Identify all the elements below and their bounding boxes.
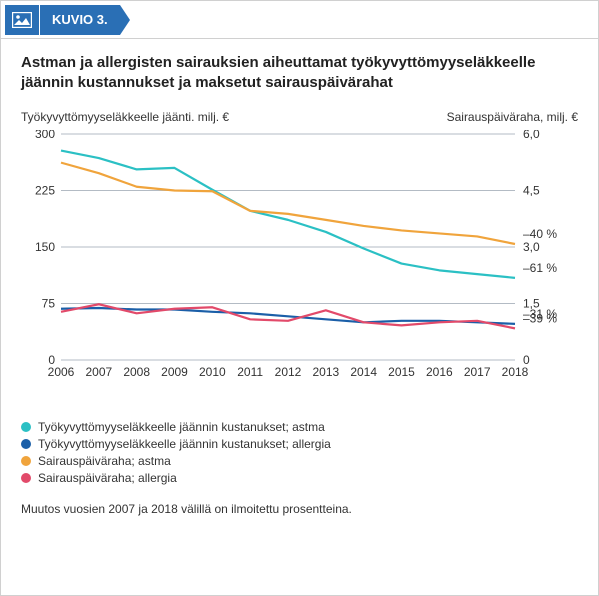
svg-text:2011: 2011 [237, 365, 263, 379]
svg-text:2009: 2009 [161, 365, 188, 379]
svg-text:300: 300 [35, 130, 55, 141]
legend-item: Sairauspäiväraha; allergia [21, 471, 578, 485]
legend: Työkyvyttömyyseläkkeelle jäännin kustanu… [1, 408, 598, 492]
header-bar: KUVIO 3. [1, 1, 598, 39]
svg-text:–61 %: –61 % [523, 260, 557, 274]
legend-dot [21, 439, 31, 449]
legend-item: Sairauspäiväraha; astma [21, 454, 578, 468]
svg-text:6,0: 6,0 [523, 130, 540, 141]
svg-text:150: 150 [35, 240, 55, 254]
svg-text:75: 75 [42, 296, 56, 310]
legend-item: Työkyvyttömyyseläkkeelle jäännin kustanu… [21, 437, 578, 451]
svg-text:2006: 2006 [48, 365, 75, 379]
svg-text:2008: 2008 [123, 365, 150, 379]
svg-text:2017: 2017 [464, 365, 491, 379]
chart-area: Työkyvyttömyyseläkkeelle jäänti. milj. €… [1, 102, 598, 408]
legend-dot [21, 473, 31, 483]
legend-dot [21, 422, 31, 432]
figure-container: KUVIO 3. Astman ja allergisten sairauksi… [0, 0, 599, 596]
y-axis-right-label: Sairauspäiväraha, milj. € [447, 110, 578, 124]
legend-label: Sairauspäiväraha; astma [38, 454, 171, 468]
svg-text:225: 225 [35, 183, 55, 197]
svg-text:2014: 2014 [350, 365, 377, 379]
legend-dot [21, 456, 31, 466]
legend-label: Työkyvyttömyyseläkkeelle jäännin kustanu… [38, 437, 331, 451]
footnote: Muutos vuosien 2007 ja 2018 välillä on i… [1, 492, 598, 516]
figure-label: KUVIO 3. [40, 5, 120, 35]
svg-text:2018: 2018 [502, 365, 529, 379]
chart-title: Astman ja allergisten sairauksien aiheut… [1, 39, 598, 102]
svg-text:2007: 2007 [85, 365, 112, 379]
legend-label: Työkyvyttömyyseläkkeelle jäännin kustanu… [38, 420, 325, 434]
picture-icon [5, 5, 39, 35]
svg-text:–39 %: –39 % [523, 311, 557, 325]
svg-text:2016: 2016 [426, 365, 453, 379]
svg-text:2013: 2013 [312, 365, 339, 379]
svg-text:3,0: 3,0 [523, 240, 540, 254]
y-axis-left-label: Työkyvyttömyyseläkkeelle jäänti. milj. € [21, 110, 229, 124]
svg-text:2010: 2010 [199, 365, 226, 379]
line-chart: 00751,51503,02254,53006,0200620072008200… [21, 130, 581, 404]
svg-text:2015: 2015 [388, 365, 415, 379]
label-arrow [120, 5, 130, 35]
svg-text:–40 %: –40 % [523, 226, 557, 240]
svg-text:2012: 2012 [275, 365, 302, 379]
svg-text:4,5: 4,5 [523, 183, 540, 197]
legend-item: Työkyvyttömyyseläkkeelle jäännin kustanu… [21, 420, 578, 434]
legend-label: Sairauspäiväraha; allergia [38, 471, 177, 485]
